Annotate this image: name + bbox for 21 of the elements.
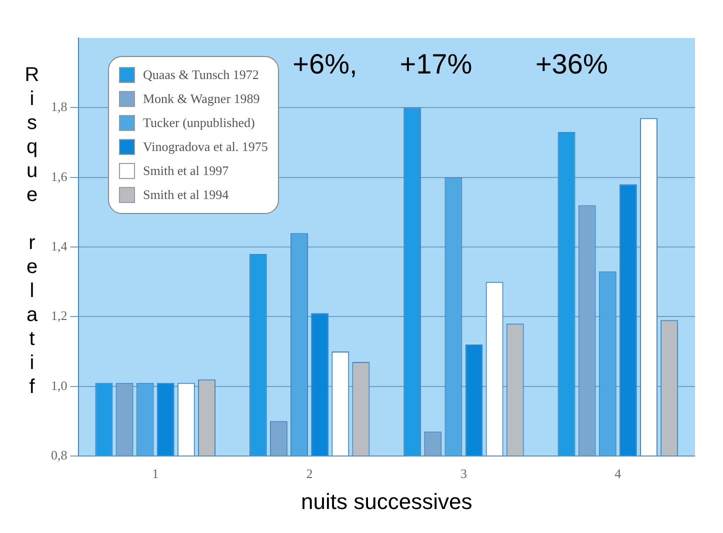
annotation: +36%	[535, 48, 608, 80]
x-tick-label: 4	[614, 466, 622, 482]
y-tick-label: 1,8	[51, 99, 68, 114]
legend-label: Tucker (unpublished)	[143, 115, 255, 131]
y-tick-label: 1,0	[51, 378, 68, 393]
y-tick-label: 1,6	[51, 168, 68, 184]
y-tick-label: 1,4	[51, 238, 68, 254]
y-tick-label: 1,2	[51, 308, 68, 324]
y-tick-label: 0,8	[51, 447, 68, 462]
x-tick-label: 3	[460, 466, 467, 482]
legend-label: Smith et al 1994	[143, 187, 229, 203]
annotation: +17%	[400, 48, 472, 80]
legend-label: Monk & Wagner 1989	[143, 91, 260, 107]
annotation: +6%,	[292, 48, 358, 80]
legend-label: Smith et al 1997	[143, 163, 229, 179]
legend-label: Vinogradova et al. 1975	[143, 139, 268, 155]
x-tick-label: 1	[152, 466, 159, 482]
text: Risque relatif	[24, 64, 40, 398]
x-tick-label: 2	[306, 466, 313, 482]
x-axis-title: nuits successives	[301, 488, 472, 514]
legend-label: Quaas & Tunsch 1972	[143, 67, 259, 83]
